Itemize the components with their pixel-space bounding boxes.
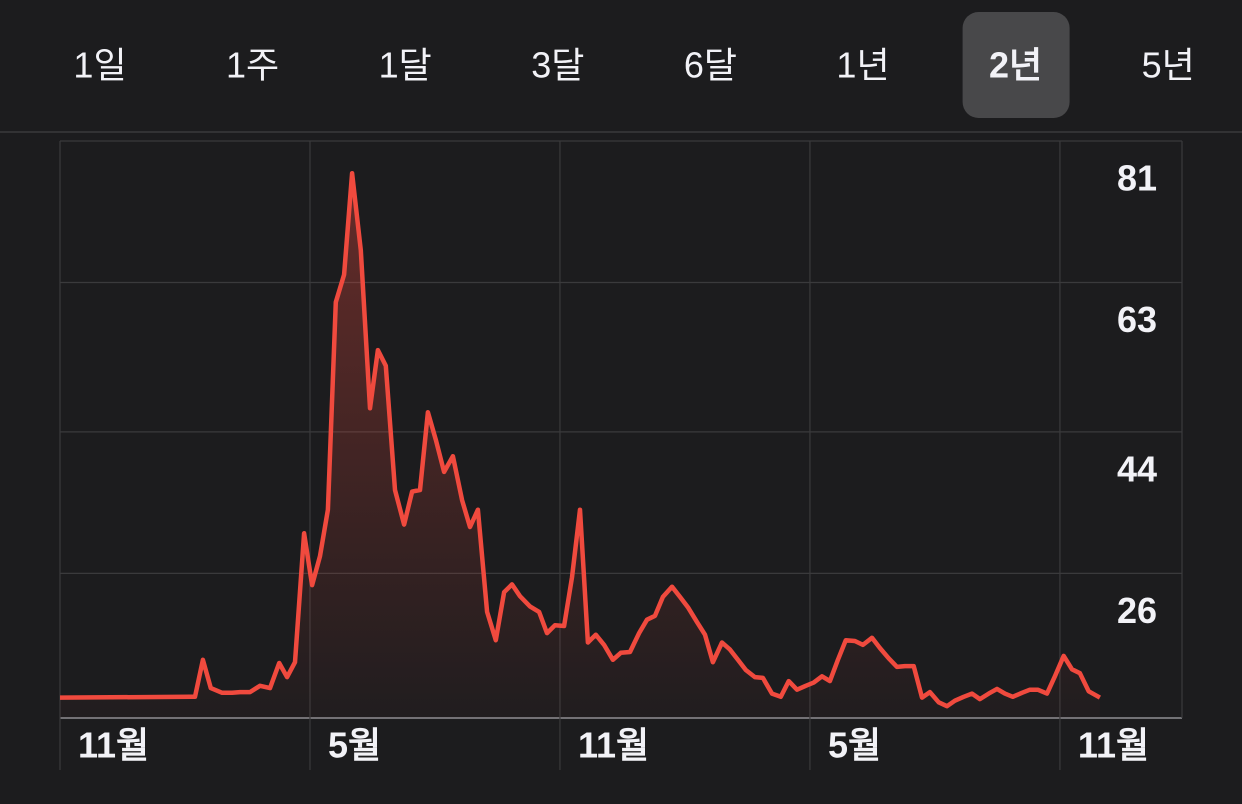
tab-selected-bg <box>962 12 1070 118</box>
y-tick-label: 63 <box>1117 299 1157 340</box>
axis-labels: 81 63 44 26 11월 5월 11월 5월 11월 <box>78 158 1157 766</box>
y-tick-label: 26 <box>1117 590 1157 631</box>
tab[interactable]: 6달 <box>684 45 737 86</box>
tab[interactable]: 1주 <box>226 45 279 86</box>
y-tick-label: 44 <box>1117 448 1157 489</box>
tab[interactable]: 1달 <box>379 45 432 86</box>
range-tabs: 1일 1주 1달 3달 6달 1년 2년 5년 <box>73 12 1195 118</box>
y-tick-label: 81 <box>1117 158 1157 199</box>
plot <box>59 170 1102 718</box>
tab[interactable]: 3달 <box>531 45 584 86</box>
tab[interactable]: 1일 <box>73 45 126 86</box>
x-tick-label: 11월 <box>1078 725 1149 766</box>
x-tick-label: 11월 <box>578 725 649 766</box>
tab[interactable]: 1년 <box>836 45 889 86</box>
x-tick-label: 11월 <box>78 725 149 766</box>
price-line <box>59 170 1102 709</box>
tab[interactable]: 5년 <box>1142 45 1195 86</box>
area <box>60 173 1100 718</box>
x-tick-label: 5월 <box>328 725 381 766</box>
x-tick-label: 5월 <box>828 725 881 766</box>
tab[interactable]: 2년 <box>989 45 1042 86</box>
